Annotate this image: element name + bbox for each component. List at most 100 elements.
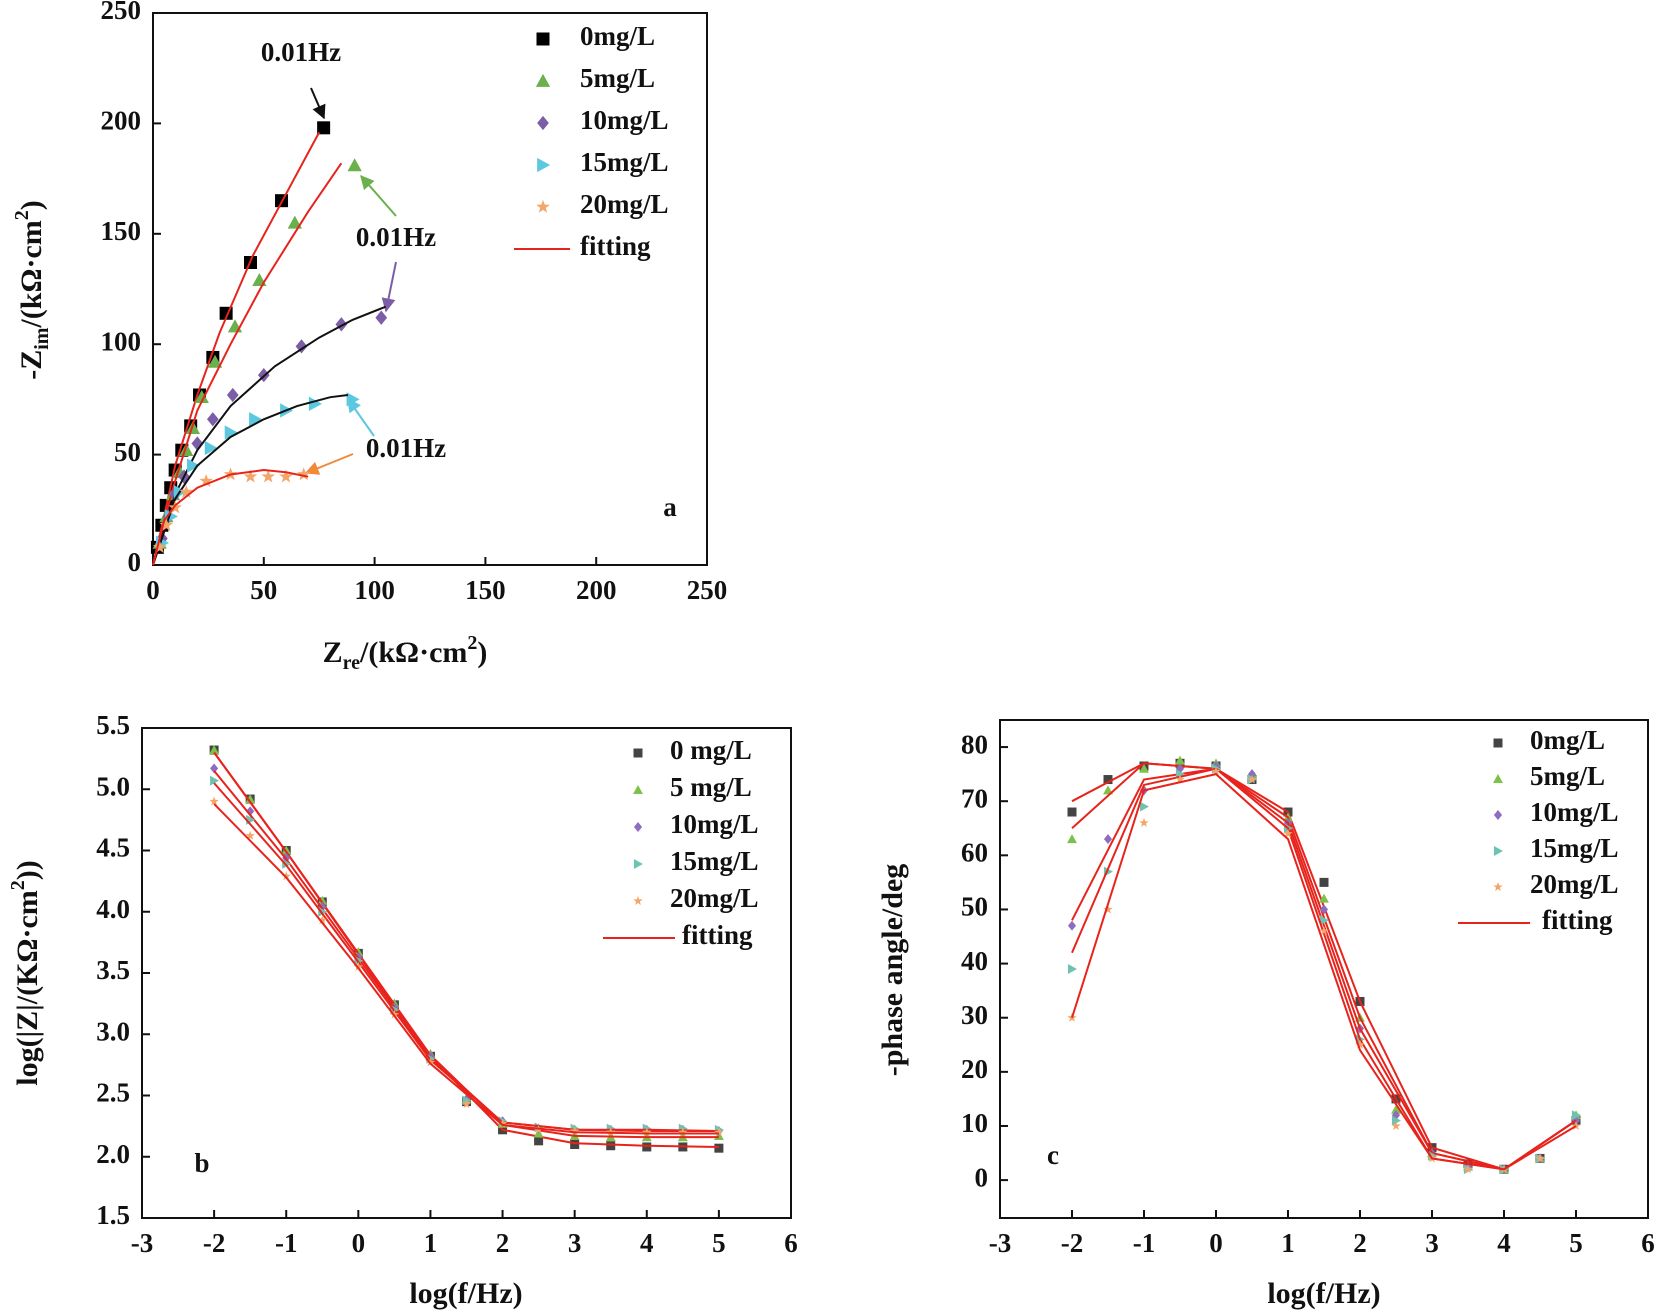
x-tick-label: -1 (275, 1228, 298, 1258)
marker-tri-right (346, 392, 360, 407)
marker-triangle (317, 895, 328, 905)
legend-label: 10mg/L (670, 809, 759, 839)
x-axis-label-part: /(kΩ·cm (359, 636, 467, 669)
fit-line (152, 162, 343, 566)
marker-star (633, 896, 643, 906)
y-tick-label: 50 (114, 437, 141, 467)
x-axis-label-part: re (343, 652, 361, 674)
marker-star (678, 1127, 688, 1137)
marker-star (1319, 926, 1329, 936)
marker-star (179, 484, 194, 498)
y-tick-label: 0 (128, 547, 142, 577)
marker-diamond (191, 436, 204, 451)
x-tick-label: 3 (1425, 1228, 1439, 1258)
y-tick-label: 40 (961, 946, 988, 976)
marker-triangle (1175, 755, 1185, 765)
x-axis-label-part: log(f/Hz) (409, 1277, 522, 1310)
y-tick-label: 1.5 (96, 1200, 130, 1230)
y-axis-label-part: 2 (11, 210, 33, 220)
marker-star (243, 469, 258, 483)
y-axis-label-part: /(kΩ·cm (15, 220, 48, 328)
marker-tri-right (1319, 915, 1329, 926)
y-tick-label: 100 (101, 326, 142, 356)
x-tick-label: 200 (576, 575, 617, 605)
legend-label: 0 mg/L (670, 735, 752, 765)
y-tick-label: 20 (961, 1054, 988, 1084)
y-tick-label: 2.5 (96, 1078, 130, 1108)
legend-label: 15mg/L (670, 846, 759, 876)
y-axis-label-part: -Z (15, 350, 48, 380)
marker-star (1247, 774, 1257, 784)
marker-square (534, 1136, 544, 1146)
legend-label: 10mg/L (580, 105, 669, 135)
fit-line (1071, 773, 1577, 1171)
marker-diamond (537, 115, 549, 131)
y-tick-label: 4.0 (96, 894, 130, 924)
x-tick-label: 250 (687, 575, 728, 605)
marker-star (461, 1099, 472, 1109)
marker-triangle (179, 443, 194, 457)
fit-line (1071, 762, 1577, 1171)
marker-square (1067, 807, 1077, 817)
fit-line (213, 751, 719, 1139)
legend-label: fitting (580, 231, 651, 261)
x-tick-label: 4 (1497, 1228, 1511, 1258)
annotation: 0.01Hz (366, 433, 446, 463)
marker-star (389, 1009, 400, 1019)
marker-diamond (375, 310, 388, 325)
marker-tri-right (224, 425, 238, 440)
marker-triangle (1067, 834, 1077, 844)
y-tick-label: 70 (961, 783, 988, 813)
marker-diamond (206, 412, 219, 427)
fit-line (213, 751, 719, 1148)
marker-star (1139, 817, 1149, 827)
x-tick-label: -3 (989, 1228, 1012, 1258)
marker-star (159, 518, 174, 532)
x-axis-label: log(f/Hz) (1267, 1277, 1380, 1310)
annotation: 0.01Hz (261, 37, 341, 67)
fit-line (152, 469, 309, 566)
marker-square (317, 121, 331, 135)
fit-line (152, 131, 321, 566)
marker-star (1283, 828, 1293, 838)
x-axis-label: Zre/(kΩ·cm2) (323, 632, 488, 674)
fit-line (213, 782, 719, 1133)
x-tick-label: -2 (1061, 1228, 1084, 1258)
panel-label: c (1047, 1140, 1059, 1170)
marker-diamond (1319, 904, 1329, 915)
marker-tri-right (210, 775, 220, 786)
x-tick-label: 6 (784, 1228, 798, 1258)
x-tick-label: -2 (203, 1228, 226, 1258)
marker-star (642, 1127, 652, 1137)
marker-triangle (245, 794, 256, 804)
y-tick-label: 4.5 (96, 833, 130, 863)
marker-star (209, 796, 219, 806)
x-tick-label: 2 (1353, 1228, 1367, 1258)
marker-star (245, 830, 255, 840)
x-tick-label: 0 (146, 575, 160, 605)
marker-triangle (633, 785, 643, 795)
marker-diamond (633, 822, 643, 832)
marker-star (1391, 1121, 1401, 1130)
marker-tri-right (204, 440, 218, 456)
x-tick-label: 4 (640, 1228, 654, 1258)
y-axis-label-part: )) (11, 860, 44, 880)
arrow (347, 397, 375, 437)
legend-label: 0mg/L (580, 21, 655, 51)
marker-tri-right (187, 458, 201, 473)
y-axis-label: log(|Z|/(KΩ·cm2)) (7, 860, 44, 1086)
legend-label: 0mg/L (1530, 725, 1605, 755)
y-tick-label: 80 (961, 729, 988, 759)
y-tick-label: 150 (101, 216, 142, 246)
x-axis-label: log(f/Hz) (409, 1277, 522, 1310)
marker-tri-right (1139, 801, 1149, 812)
marker-star (279, 469, 293, 483)
y-tick-label: 3.5 (96, 955, 130, 985)
marker-star (296, 467, 311, 481)
marker-diamond (210, 763, 219, 774)
marker-star (1463, 1164, 1473, 1174)
marker-square (570, 1140, 580, 1149)
y-axis-label-part: ) (15, 200, 48, 210)
marker-tri-right (537, 157, 551, 173)
annotation: 0.01Hz (356, 222, 436, 252)
